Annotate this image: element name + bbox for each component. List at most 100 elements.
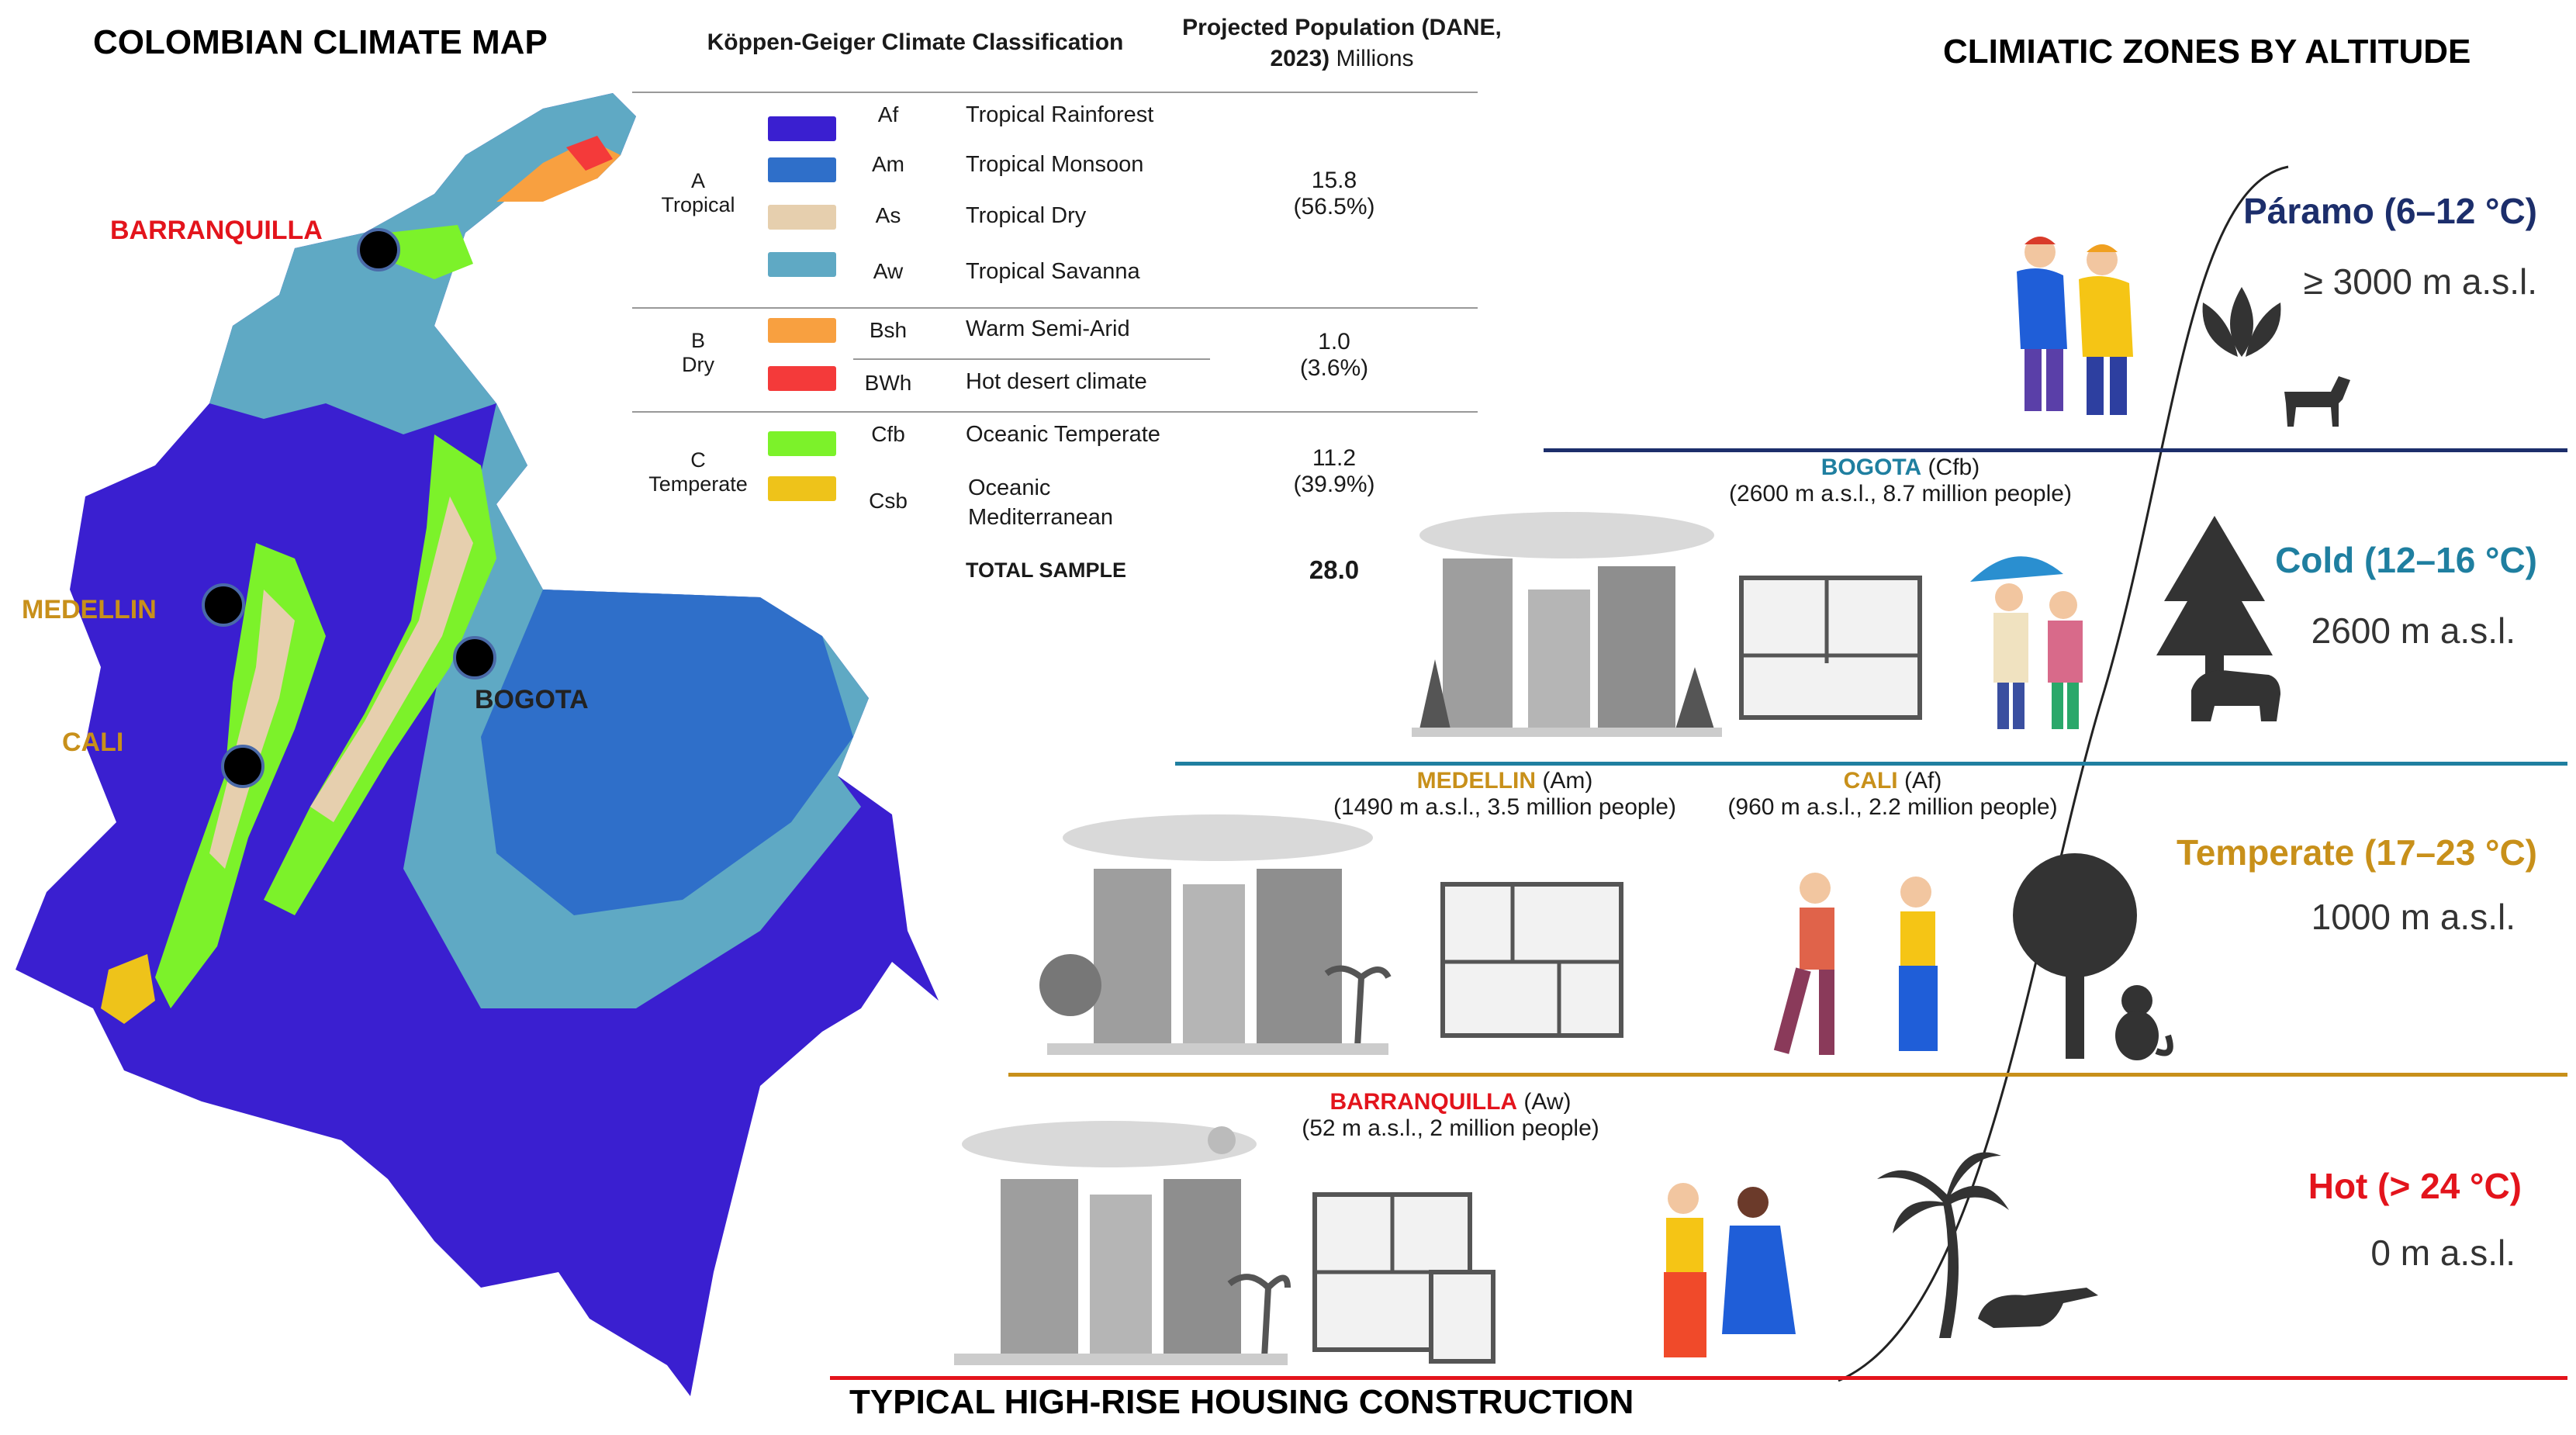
- pop-b-value: 1.0: [1318, 329, 1350, 354]
- broad-tree-icon: [2013, 853, 2137, 1059]
- zone-altitude-temperate: 1000 m a.s.l.: [2311, 897, 2515, 937]
- city-info-bogota-detail: (2600 m a.s.l., 8.7 million people): [1729, 481, 2072, 507]
- zone-title-paramo: Páramo (6–12 °C): [2243, 191, 2537, 231]
- city-info-bogota-climate: (Cfb): [1928, 455, 1980, 480]
- code-as: As: [875, 203, 901, 227]
- city-info-medellin: MEDELLIN (Am) (1490 m a.s.l., 3.5 millio…: [1288, 768, 1722, 821]
- table-rule-a: [632, 307, 1478, 309]
- swatch-bsh: [768, 318, 836, 343]
- code-af: Af: [877, 102, 899, 126]
- map-region-as-west: [209, 590, 295, 869]
- people-icon-temperate: [1773, 873, 1938, 1055]
- city-info-medellin-detail: (1490 m a.s.l., 3.5 million people): [1333, 794, 1676, 820]
- zone-line-temperate: [1008, 1073, 2567, 1077]
- swatch-as: [768, 205, 836, 230]
- label-am: Tropical Monsoon: [966, 152, 1144, 177]
- floor-plan-icon-temperate: [1440, 882, 1623, 1038]
- group-c: C Temperate: [628, 448, 768, 496]
- map-region-bwh: [566, 136, 613, 171]
- city-info-bogota-name: BOGOTA: [1820, 455, 1922, 480]
- code-am: Am: [872, 152, 904, 176]
- city-info-cali-climate: (Af): [1904, 768, 1942, 794]
- group-b: B Dry: [628, 329, 768, 377]
- map-title: COLOMBIAN CLIMATE MAP: [93, 23, 548, 61]
- map-region-as-central: [310, 496, 473, 822]
- swatch-bwh: [768, 366, 836, 391]
- building-icon-hot: [954, 1121, 1291, 1365]
- pop-b-share: (3.6%): [1299, 355, 1369, 381]
- population-header-bold: Projected Population (DANE, 2023): [1182, 15, 1502, 71]
- map-label-cali: CALI: [62, 728, 124, 757]
- city-info-barranquilla-climate: (Aw): [1523, 1089, 1572, 1115]
- map-label-barranquilla: BARRANQUILLA: [110, 216, 323, 245]
- pop-c-share: (39.9%): [1293, 472, 1375, 497]
- swatch-af: [768, 116, 836, 141]
- city-info-cali: CALI (Af) (960 m a.s.l., 2.2 million peo…: [1675, 768, 2110, 821]
- map-region-am: [481, 590, 853, 915]
- table-header-population: Projected Population (DANE, 2023) Millio…: [1179, 12, 1505, 74]
- group-a: A Tropical: [628, 169, 768, 217]
- colombia-climate-map: [16, 93, 939, 1396]
- zone-altitude-cold: 2600 m a.s.l.: [2311, 610, 2515, 651]
- pop-a: 15.8 (56.5%): [1264, 168, 1404, 220]
- swatch-am: [768, 157, 836, 182]
- zone-title-hot: Hot (> 24 °C): [2308, 1166, 2522, 1206]
- swatch-csb: [768, 476, 836, 501]
- map-region-cfb-north: [388, 225, 473, 279]
- table-rule-b-inner: [853, 358, 1210, 360]
- swatch-cfb: [768, 431, 836, 456]
- label-bsh: Warm Semi-Arid: [966, 316, 1130, 341]
- frailejon-plant-icon: [2202, 287, 2281, 357]
- people-icon-cold: [1970, 556, 2083, 729]
- population-header-unit: Millions: [1336, 46, 1414, 71]
- label-cfb: Oceanic Temperate: [966, 422, 1160, 447]
- group-c-name: Temperate: [648, 472, 748, 496]
- building-icon-cold: [1412, 512, 1722, 737]
- monkey-icon: [2115, 985, 2173, 1060]
- city-info-medellin-name: MEDELLIN: [1416, 768, 1536, 794]
- pop-a-value: 15.8: [1311, 168, 1357, 193]
- city-info-medellin-climate: (Am): [1542, 768, 1593, 794]
- marker-barranquilla: [357, 228, 400, 271]
- zone-title-temperate: Temperate (17–23 °C): [2177, 832, 2537, 873]
- label-csb: Oceanic Mediterranean: [968, 475, 1113, 530]
- total-sample-value: 28.0: [1309, 555, 1360, 584]
- pop-c: 11.2 (39.9%): [1264, 445, 1404, 498]
- pop-a-share: (56.5%): [1293, 194, 1375, 220]
- marker-cali: [221, 745, 265, 788]
- city-info-barranquilla: BARRANQUILLA (Aw) (52 m a.s.l., 2 millio…: [1272, 1089, 1629, 1142]
- crocodile-icon: [1978, 1288, 2098, 1328]
- floor-plan-icon-cold: [1739, 576, 1922, 720]
- footer-title: TYPICAL HIGH-RISE HOUSING CONSTRUCTION: [849, 1383, 1634, 1421]
- zone-altitude-paramo: ≥ 3000 m a.s.l.: [2303, 261, 2537, 302]
- zone-altitude-hot: 0 m a.s.l.: [2370, 1233, 2515, 1273]
- palm-tree-icon: [1877, 1152, 2009, 1338]
- table-header-classification: Köppen-Geiger Climate Classification: [707, 29, 1124, 55]
- total-sample-label: TOTAL SAMPLE: [966, 558, 1127, 582]
- pop-b: 1.0 (3.6%): [1264, 329, 1404, 382]
- marker-medellin: [202, 583, 245, 627]
- bear-icon: [2191, 670, 2280, 721]
- label-af: Tropical Rainforest: [966, 102, 1154, 127]
- zone-line-cold: [1175, 762, 2567, 766]
- code-bwh: BWh: [864, 371, 912, 395]
- group-b-name: Dry: [682, 353, 714, 376]
- building-icon-temperate: [1039, 814, 1392, 1055]
- table-rule-b: [632, 411, 1478, 413]
- map-label-bogota: BOGOTA: [475, 685, 589, 714]
- zone-line-paramo: [1544, 448, 2567, 452]
- table-rule-top: [632, 92, 1478, 93]
- swatch-aw: [768, 252, 836, 277]
- code-aw: Aw: [873, 259, 904, 283]
- goat-icon: [2284, 376, 2350, 427]
- code-bsh: Bsh: [869, 318, 908, 342]
- people-icon-hot: [1664, 1183, 1796, 1357]
- zones-title: CLIMIATIC ZONES BY ALTITUDE: [1943, 33, 2471, 71]
- group-b-letter: B: [690, 329, 705, 352]
- group-a-name: Tropical: [661, 193, 735, 216]
- code-cfb: Cfb: [871, 422, 905, 446]
- city-info-barranquilla-name: BARRANQUILLA: [1329, 1089, 1518, 1115]
- group-a-letter: A: [690, 169, 705, 192]
- city-info-cali-name: CALI: [1843, 768, 1898, 794]
- label-as: Tropical Dry: [966, 203, 1087, 228]
